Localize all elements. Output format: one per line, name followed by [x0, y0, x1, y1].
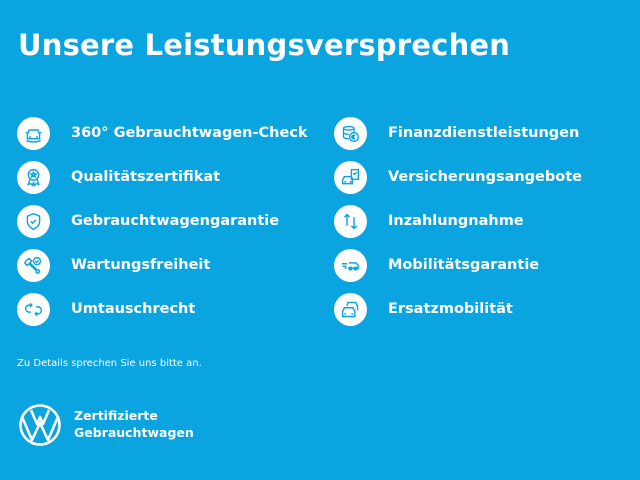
award-rosette-icon [17, 160, 50, 194]
brand-text: Zertifizierte Gebrauchtwagen [74, 407, 194, 441]
coins-euro-icon [334, 116, 367, 150]
wrench-check-icon [17, 248, 50, 282]
shield-check-icon [17, 204, 50, 238]
car-document-icon [334, 160, 367, 194]
feature-item: Umtauschrecht [17, 292, 196, 326]
feature-item: Finanzdienstleistungen [334, 116, 580, 150]
brand-line-1: Zertifizierte [74, 408, 158, 423]
feature-label: Mobilitätsgarantie [388, 257, 540, 273]
feature-item: Mobilitätsgarantie [334, 248, 540, 282]
feature-item: Ersatzmobilität [334, 292, 513, 326]
feature-item: Inzahlungnahme [334, 204, 524, 238]
two-cars-icon [334, 292, 367, 326]
feature-label: Wartungsfreiheit [71, 257, 211, 273]
page-title: Unsere Leistungsversprechen [18, 28, 511, 62]
moving-car-icon [334, 248, 367, 282]
brand-line-2: Gebrauchtwagen [74, 425, 194, 440]
vw-logo [19, 404, 61, 446]
feature-label: Umtauschrecht [71, 301, 196, 317]
feature-item: Qualitätszertifikat [17, 160, 221, 194]
feature-item: 360° Gebrauchtwagen-Check [17, 116, 308, 150]
exchange-arrows-icon [17, 292, 50, 326]
feature-item: Versicherungsangebote [334, 160, 583, 194]
feature-label: Gebrauchtwagengarantie [71, 213, 280, 229]
feature-label: Qualitätszertifikat [71, 169, 221, 185]
feature-item: Gebrauchtwagengarantie [17, 204, 280, 238]
feature-label: Finanzdienstleistungen [388, 125, 580, 141]
feature-label: Inzahlungnahme [388, 213, 524, 229]
car-check-icon [17, 116, 50, 150]
details-note: Zu Details sprechen Sie uns bitte an. [17, 358, 202, 369]
up-down-arrows-icon [334, 204, 367, 238]
feature-label: Versicherungsangebote [388, 169, 583, 185]
feature-label: 360° Gebrauchtwagen-Check [71, 125, 308, 141]
feature-item: Wartungsfreiheit [17, 248, 211, 282]
feature-label: Ersatzmobilität [388, 301, 513, 317]
